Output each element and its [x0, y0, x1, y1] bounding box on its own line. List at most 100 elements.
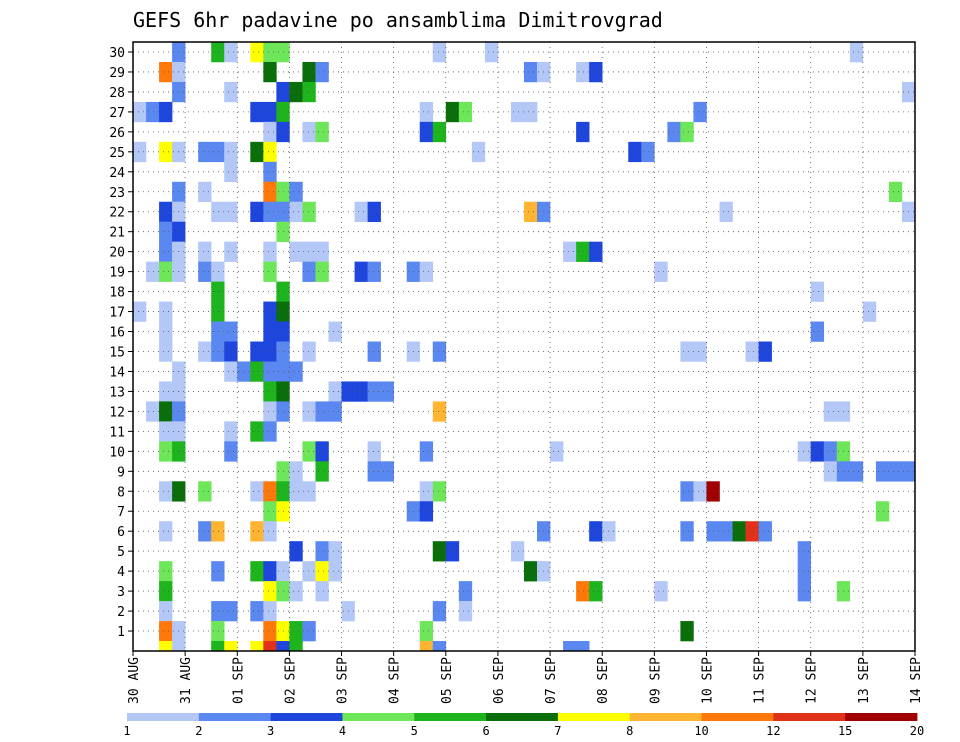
heatmap-cell	[289, 361, 303, 382]
heatmap-cell	[198, 481, 212, 502]
heatmap-cell	[159, 241, 173, 262]
heatmap-cell	[289, 461, 303, 482]
heatmap-cell	[159, 441, 173, 462]
y-tick-label: 21	[109, 226, 125, 241]
heatmap-cell	[432, 641, 447, 652]
heatmap-cell	[159, 421, 173, 442]
heatmap-cell	[667, 121, 681, 143]
heatmap-cell	[263, 301, 277, 322]
heatmap-cell	[263, 61, 277, 83]
y-tick-label: 17	[109, 306, 125, 321]
heatmap-cell	[810, 281, 825, 302]
heatmap-cell	[419, 261, 434, 282]
colorbar-tick-label: 20	[910, 724, 924, 738]
heatmap-cell	[198, 241, 212, 262]
x-tick-label: 02 SEP	[283, 657, 298, 704]
heatmap-cell	[263, 201, 277, 223]
heatmap-cell	[263, 261, 277, 282]
heatmap-cell	[289, 541, 303, 562]
heatmap-cell	[224, 241, 238, 262]
colorbar-segment	[629, 713, 702, 721]
heatmap-cell	[445, 101, 460, 123]
heatmap-cell	[159, 621, 173, 642]
heatmap-cell	[797, 561, 812, 582]
heatmap-cell	[159, 401, 173, 422]
heatmap-cell	[302, 121, 316, 143]
heatmap-cell	[315, 461, 329, 482]
heatmap-cell	[146, 401, 160, 422]
heatmap-cell	[263, 321, 277, 342]
heatmap-cell	[263, 42, 277, 63]
heatmap-cell	[302, 81, 316, 103]
colorbar-tick-label: 6	[482, 724, 489, 738]
x-tick-label: 14 SEP	[909, 657, 924, 704]
heatmap-cell	[224, 441, 238, 462]
y-tick-label: 2	[117, 605, 125, 620]
y-tick-label: 1	[117, 625, 125, 640]
y-tick-label: 25	[109, 146, 125, 161]
heatmap-cell	[133, 141, 147, 163]
x-tick-label: 12 SEP	[805, 657, 820, 704]
heatmap-cell	[302, 241, 316, 262]
colorbar-tick-label: 7	[554, 724, 561, 738]
heatmap-cell	[198, 341, 212, 362]
heatmap-cell	[263, 121, 277, 143]
heatmap-cell	[328, 561, 342, 582]
y-axis: 1234567891011121314151617181920212223242…	[109, 46, 133, 640]
heatmap-cell	[159, 221, 173, 242]
heatmap-cell	[810, 441, 825, 462]
heatmap-cell	[250, 141, 264, 163]
heatmap-cell	[367, 381, 381, 402]
heatmap-cell	[354, 201, 368, 223]
heatmap-cell	[576, 61, 590, 83]
heatmap-cell	[367, 201, 381, 223]
heatmap-cell	[198, 521, 212, 542]
heatmap-cell	[524, 201, 538, 223]
heatmap-cell	[211, 601, 225, 622]
heatmap-cell	[680, 621, 694, 642]
heatmap-cell	[524, 561, 538, 582]
heatmap-cell	[289, 641, 303, 652]
heatmap-cell	[680, 341, 694, 362]
colorbar-tick-label: 3	[267, 724, 274, 738]
heatmap-cell	[380, 381, 394, 402]
heatmap-cell	[263, 521, 277, 542]
heatmap-cell	[159, 641, 173, 652]
heatmap-cell	[250, 641, 264, 652]
heatmap-cell	[432, 401, 447, 422]
heatmap-cell	[563, 241, 577, 262]
heatmap-cell	[875, 461, 890, 482]
heatmap-cell	[289, 201, 303, 223]
colorbar-segment	[198, 713, 272, 721]
grid-lines	[133, 42, 915, 651]
heatmap-cell	[289, 481, 303, 502]
heatmap-cell	[250, 201, 264, 223]
heatmap-cell	[315, 401, 329, 422]
heatmap-cell	[250, 361, 264, 382]
heatmap-cell	[419, 501, 434, 522]
heatmap-cell	[576, 241, 590, 262]
heatmap-cell	[628, 141, 642, 163]
heatmap-cell	[693, 341, 707, 362]
y-tick-label: 7	[117, 505, 125, 520]
heatmap-cell	[250, 481, 264, 502]
chart-title: GEFS 6hr padavine po ansamblima Dimitrov…	[133, 8, 663, 32]
heatmap-cell	[263, 561, 277, 582]
heatmap-cell	[524, 61, 538, 83]
heatmap-cell	[367, 341, 381, 362]
y-tick-label: 4	[117, 565, 125, 580]
heatmap-cell	[419, 481, 434, 502]
heatmap-cell	[224, 161, 238, 183]
heatmap-cell	[419, 641, 434, 652]
heatmap-cell	[224, 601, 238, 622]
heatmap-cell	[263, 581, 277, 602]
heatmap-cell	[367, 461, 381, 482]
heatmap-cell	[328, 381, 342, 402]
heatmap-cell	[302, 621, 316, 642]
y-tick-label: 11	[109, 425, 125, 440]
heatmap-cell	[445, 541, 460, 562]
heatmap-cell	[133, 101, 147, 123]
y-tick-label: 22	[109, 206, 125, 221]
heatmap-cell	[159, 201, 173, 223]
